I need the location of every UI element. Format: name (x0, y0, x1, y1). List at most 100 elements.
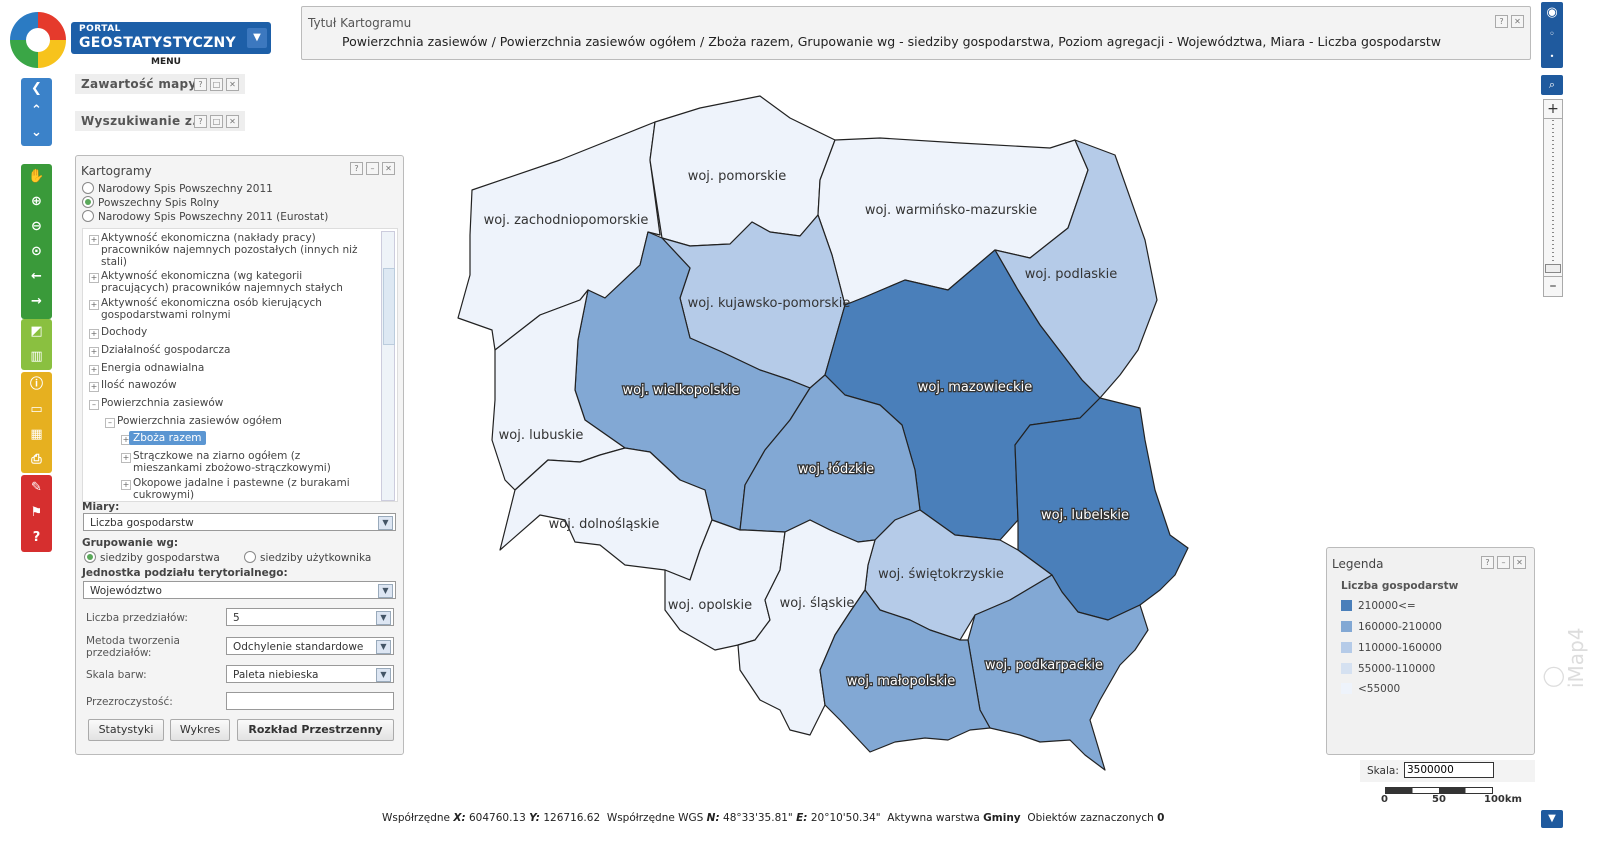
zoom-box-icon[interactable]: ⌕ (1541, 75, 1563, 95)
layers-icon[interactable]: ◩ (30, 324, 43, 339)
zoom-track[interactable] (1552, 120, 1554, 274)
grouping-radio-user[interactable]: siedziby użytkownika (244, 551, 371, 564)
print-icon[interactable]: ⎙ (31, 452, 42, 467)
next-view-icon[interactable]: → (31, 294, 42, 309)
zoom-extent-icon[interactable]: ⊙ (31, 244, 42, 259)
radio-button[interactable] (244, 551, 256, 563)
menu-label[interactable]: MENU (151, 57, 181, 67)
source-radio-psr[interactable]: Powszechny Spis Rolny (82, 196, 219, 209)
scrollbar-thumb[interactable] (383, 268, 395, 345)
pan-hand-icon[interactable]: ✋ (28, 169, 45, 184)
help-icon[interactable]: ? (194, 115, 207, 128)
close-icon[interactable]: ✕ (226, 115, 239, 128)
map-content-panel[interactable]: Zawartość mapy ? □ ✕ (75, 74, 245, 94)
expand-icon[interactable]: + (89, 365, 99, 375)
language-flag-icon[interactable]: ⚑ (30, 505, 43, 520)
close-icon[interactable]: ✕ (1511, 15, 1524, 28)
chart-icon[interactable]: ▥ (30, 349, 43, 364)
zoom-in-icon[interactable]: + (1544, 100, 1562, 119)
radio-button-selected[interactable] (82, 196, 94, 208)
zoom-out-icon[interactable]: ⊖ (31, 219, 42, 234)
measure-select[interactable]: Liczba gospodarstw ▼ (83, 513, 396, 531)
choropleth-map[interactable]: woj. zachodniopomorskie woj. pomorskie w… (450, 80, 1210, 800)
chevron-down-icon[interactable]: ▼ (376, 611, 391, 625)
help-icon[interactable]: ? (1481, 556, 1494, 569)
expand-icon[interactable]: + (89, 347, 99, 357)
help-icon[interactable]: ? (194, 78, 207, 91)
tree-item[interactable]: Strączkowe na ziarno ogółem (z mieszanka… (133, 450, 331, 474)
minimize-icon[interactable]: – (1497, 556, 1510, 569)
grouping-radio-farm[interactable]: siedziby gospodarstwa (84, 551, 220, 564)
info-icon[interactable]: ⓘ (29, 377, 43, 392)
spatial-distribution-button[interactable]: Rozkład Przestrzenny (237, 719, 394, 741)
tree-item[interactable]: Aktywność ekonomiczna osób kierujących g… (101, 297, 322, 321)
collapse-icon[interactable]: – (89, 400, 99, 410)
help-circle-icon[interactable]: ? (32, 530, 41, 545)
tree-item-selected[interactable]: Zboża razem (129, 431, 206, 445)
table-icon[interactable]: ▦ (30, 427, 43, 442)
radio-button[interactable] (82, 182, 94, 194)
tree-item[interactable]: Działalność gospodarcza (101, 344, 231, 356)
tools-wrench-icon[interactable]: ✎ (31, 480, 42, 495)
expand-icon[interactable]: + (121, 480, 131, 490)
close-icon[interactable]: ✕ (1513, 556, 1526, 569)
territorial-unit-select[interactable]: Województwo ▼ (83, 581, 396, 599)
maximize-icon[interactable]: □ (210, 115, 223, 128)
method-select[interactable]: Odchylenie standardowe ▼ (226, 637, 394, 655)
scale-input[interactable] (1404, 762, 1494, 778)
region-malopolskie[interactable] (819, 589, 991, 753)
chart-button[interactable]: Wykres (170, 719, 230, 741)
help-icon[interactable]: ? (350, 162, 363, 175)
eye-icon[interactable]: ◉ (1546, 5, 1558, 20)
region-slaskie[interactable] (737, 519, 876, 736)
window-icon[interactable]: ▭ (30, 402, 43, 417)
zoom-handle[interactable] (1545, 264, 1561, 273)
tree-item[interactable]: Okopowe jadalne i pastewne (z burakami c… (133, 477, 350, 501)
opacity-input[interactable] (226, 692, 394, 710)
tree-item[interactable]: Aktywność ekonomiczna (wg kategorii prac… (101, 270, 343, 294)
minimize-icon[interactable]: – (366, 162, 379, 175)
expand-icon[interactable]: + (121, 453, 131, 463)
expand-icon[interactable]: + (89, 329, 99, 339)
back-arrow-icon[interactable]: ❮ (31, 81, 42, 96)
search-panel[interactable]: Wyszukiwanie z... ? □ ✕ (75, 111, 245, 131)
close-icon[interactable]: ✕ (226, 78, 239, 91)
zoom-out-icon[interactable]: – (1544, 276, 1562, 295)
expand-icon[interactable]: + (89, 273, 99, 283)
source-radio-eurostat[interactable]: Narodowy Spis Powszechny 2011 (Eurostat) (82, 210, 328, 223)
dot-icon[interactable]: • (1549, 52, 1555, 61)
close-icon[interactable]: ✕ (382, 162, 395, 175)
eye-small-icon[interactable]: ◦ (1549, 29, 1555, 40)
intervals-select[interactable]: 5 ▼ (226, 608, 394, 626)
chevron-down-icon[interactable]: ▼ (376, 668, 391, 682)
zoom-slider[interactable]: + – (1543, 99, 1563, 297)
tree-item[interactable]: Powierzchnia zasiewów ogółem (117, 415, 282, 427)
help-icon[interactable]: ? (1495, 15, 1508, 28)
tree-scrollbar[interactable] (381, 231, 395, 501)
zoom-in-icon[interactable]: ⊕ (31, 194, 42, 209)
portal-logo[interactable]: PORTAL GEOSTATYSTYCZNY ▼ MENU (8, 10, 278, 72)
tree-item[interactable]: Aktywność ekonomiczna (nakłady pracy) pr… (101, 232, 358, 268)
maximize-icon[interactable]: □ (210, 78, 223, 91)
expand-icon[interactable]: + (89, 235, 99, 245)
statistics-button[interactable]: Statystyki (88, 719, 164, 741)
expand-icon[interactable]: + (89, 300, 99, 310)
down-arrow-icon[interactable]: ⌄ (31, 125, 42, 140)
menu-dropdown-icon[interactable]: ▼ (247, 28, 267, 48)
expand-icon[interactable]: + (89, 382, 99, 392)
chevron-down-icon[interactable]: ▼ (376, 640, 391, 654)
previous-view-icon[interactable]: ← (31, 269, 42, 284)
chevron-down-icon[interactable]: ▼ (378, 516, 393, 530)
color-scale-select[interactable]: Paleta niebieska ▼ (226, 665, 394, 683)
tree-item[interactable]: Dochody (101, 326, 148, 338)
tree-item[interactable]: Powierzchnia zasiewów (101, 397, 224, 409)
tree-item[interactable]: Ilość nawozów (101, 379, 177, 391)
collapse-icon[interactable]: – (105, 418, 115, 428)
expand-down-icon[interactable]: ▼ (1541, 810, 1563, 828)
up-arrow-icon[interactable]: ⌃ (31, 103, 42, 118)
source-radio-nsp2011[interactable]: Narodowy Spis Powszechny 2011 (82, 182, 273, 195)
radio-button-selected[interactable] (84, 551, 96, 563)
chevron-down-icon[interactable]: ▼ (378, 584, 393, 598)
logo-banner[interactable]: PORTAL GEOSTATYSTYCZNY ▼ (71, 22, 271, 54)
radio-button[interactable] (82, 210, 94, 222)
